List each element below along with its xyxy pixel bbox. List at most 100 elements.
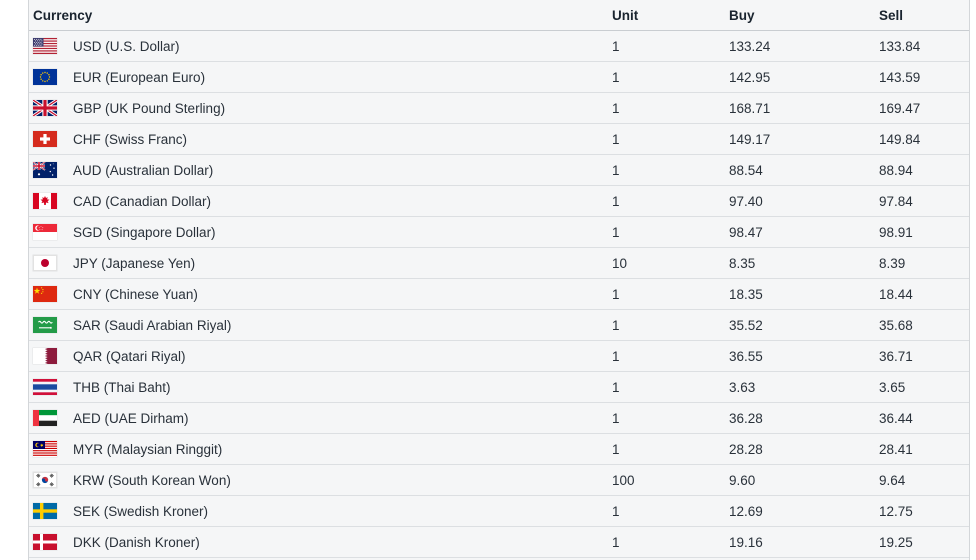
table-row: KRW (South Korean Won) 100 9.60 9.64 bbox=[29, 465, 969, 496]
currency-label: THB (Thai Baht) bbox=[73, 379, 171, 395]
table-row: CAD (Canadian Dollar) 1 97.40 97.84 bbox=[29, 186, 969, 217]
buy-cell: 36.55 bbox=[729, 348, 763, 364]
unit-cell: 1 bbox=[612, 348, 620, 364]
sell-cell: 3.65 bbox=[879, 379, 906, 395]
currency-label: SAR (Saudi Arabian Riyal) bbox=[73, 317, 232, 333]
sek-flag-icon bbox=[33, 503, 57, 519]
sell-cell: 36.71 bbox=[879, 348, 913, 364]
currency-cell: GBP (UK Pound Sterling) bbox=[29, 93, 612, 123]
buy-cell: 9.60 bbox=[729, 472, 756, 488]
column-header-buy: Buy bbox=[729, 7, 755, 23]
unit-cell: 1 bbox=[612, 317, 620, 333]
table-row: EUR (European Euro) 1 142.95 143.59 bbox=[29, 62, 969, 93]
buy-cell: 88.54 bbox=[729, 162, 763, 178]
unit-cell: 1 bbox=[612, 193, 620, 209]
currency-label: SEK (Swedish Kroner) bbox=[73, 503, 209, 519]
unit-cell: 1 bbox=[612, 38, 620, 54]
currency-cell: QAR (Qatari Riyal) bbox=[29, 341, 612, 371]
currency-cell: SGD (Singapore Dollar) bbox=[29, 217, 612, 247]
exchange-rates-panel: Currency Unit Buy Sell USD (U.S. Dollar)… bbox=[28, 0, 970, 560]
aud-flag-icon bbox=[33, 162, 57, 178]
sell-cell: 8.39 bbox=[879, 255, 906, 271]
unit-cell: 1 bbox=[612, 410, 620, 426]
krw-flag-icon bbox=[33, 472, 57, 488]
unit-cell: 1 bbox=[612, 441, 620, 457]
qar-flag-icon bbox=[33, 348, 57, 364]
currency-cell: CHF (Swiss Franc) bbox=[29, 124, 612, 154]
sell-cell: 88.94 bbox=[879, 162, 913, 178]
currency-cell: JPY (Japanese Yen) bbox=[29, 248, 612, 278]
gbp-flag-icon bbox=[33, 100, 57, 116]
sell-cell: 18.44 bbox=[879, 286, 913, 302]
usd-flag-icon bbox=[33, 38, 57, 54]
buy-cell: 28.28 bbox=[729, 441, 763, 457]
buy-cell: 18.35 bbox=[729, 286, 763, 302]
currency-label: CAD (Canadian Dollar) bbox=[73, 193, 212, 209]
column-header-currency: Currency bbox=[33, 7, 93, 23]
sell-cell: 12.75 bbox=[879, 503, 913, 519]
buy-cell: 3.63 bbox=[729, 379, 756, 395]
rates-table-body: USD (U.S. Dollar) 1 133.24 133.84 EUR (E… bbox=[29, 31, 969, 558]
currency-cell: AUD (Australian Dollar) bbox=[29, 155, 612, 185]
currency-label: JPY (Japanese Yen) bbox=[73, 255, 196, 271]
currency-cell: MYR (Malaysian Ringgit) bbox=[29, 434, 612, 464]
unit-cell: 100 bbox=[612, 472, 635, 488]
currency-label: GBP (UK Pound Sterling) bbox=[73, 100, 226, 116]
buy-cell: 19.16 bbox=[729, 534, 763, 550]
currency-label: EUR (European Euro) bbox=[73, 69, 206, 85]
buy-cell: 98.47 bbox=[729, 224, 763, 240]
currency-cell: USD (U.S. Dollar) bbox=[29, 31, 612, 61]
currency-cell: SAR (Saudi Arabian Riyal) bbox=[29, 310, 612, 340]
buy-cell: 142.95 bbox=[729, 69, 771, 85]
chf-flag-icon bbox=[33, 131, 57, 147]
table-row: CHF (Swiss Franc) 1 149.17 149.84 bbox=[29, 124, 969, 155]
sar-flag-icon bbox=[33, 317, 57, 333]
buy-cell: 168.71 bbox=[729, 100, 771, 116]
unit-cell: 1 bbox=[612, 100, 620, 116]
sell-cell: 9.64 bbox=[879, 472, 906, 488]
sell-cell: 97.84 bbox=[879, 193, 913, 209]
buy-cell: 36.28 bbox=[729, 410, 763, 426]
table-header: Currency Unit Buy Sell bbox=[29, 0, 969, 31]
unit-cell: 1 bbox=[612, 224, 620, 240]
currency-label: CHF (Swiss Franc) bbox=[73, 131, 187, 147]
sell-cell: 19.25 bbox=[879, 534, 913, 550]
sell-cell: 35.68 bbox=[879, 317, 913, 333]
currency-cell: KRW (South Korean Won) bbox=[29, 465, 612, 495]
currency-cell: DKK (Danish Kroner) bbox=[29, 527, 612, 557]
thb-flag-icon bbox=[33, 379, 57, 395]
buy-cell: 97.40 bbox=[729, 193, 763, 209]
buy-cell: 12.69 bbox=[729, 503, 763, 519]
unit-cell: 1 bbox=[612, 534, 620, 550]
myr-flag-icon bbox=[33, 441, 57, 457]
buy-cell: 149.17 bbox=[729, 131, 771, 147]
currency-label: DKK (Danish Kroner) bbox=[73, 534, 200, 550]
unit-cell: 1 bbox=[612, 69, 620, 85]
buy-cell: 8.35 bbox=[729, 255, 756, 271]
currency-label: KRW (South Korean Won) bbox=[73, 472, 231, 488]
table-row: GBP (UK Pound Sterling) 1 168.71 169.47 bbox=[29, 93, 969, 124]
sgd-flag-icon bbox=[33, 224, 57, 240]
sell-cell: 133.84 bbox=[879, 38, 921, 54]
unit-cell: 1 bbox=[612, 503, 620, 519]
currency-label: CNY (Chinese Yuan) bbox=[73, 286, 198, 302]
currency-label: AUD (Australian Dollar) bbox=[73, 162, 214, 178]
aed-flag-icon bbox=[33, 410, 57, 426]
currency-cell: EUR (European Euro) bbox=[29, 62, 612, 92]
table-row: MYR (Malaysian Ringgit) 1 28.28 28.41 bbox=[29, 434, 969, 465]
sell-cell: 169.47 bbox=[879, 100, 921, 116]
currency-label: AED (UAE Dirham) bbox=[73, 410, 189, 426]
table-row: SGD (Singapore Dollar) 1 98.47 98.91 bbox=[29, 217, 969, 248]
currency-cell: CNY (Chinese Yuan) bbox=[29, 279, 612, 309]
eur-flag-icon bbox=[33, 69, 57, 85]
column-header-sell: Sell bbox=[879, 7, 904, 23]
table-row: USD (U.S. Dollar) 1 133.24 133.84 bbox=[29, 31, 969, 62]
cny-flag-icon bbox=[33, 286, 57, 302]
currency-cell: SEK (Swedish Kroner) bbox=[29, 496, 612, 526]
sell-cell: 36.44 bbox=[879, 410, 913, 426]
table-row: SEK (Swedish Kroner) 1 12.69 12.75 bbox=[29, 496, 969, 527]
unit-cell: 1 bbox=[612, 162, 620, 178]
currency-label: SGD (Singapore Dollar) bbox=[73, 224, 216, 240]
table-row: AED (UAE Dirham) 1 36.28 36.44 bbox=[29, 403, 969, 434]
unit-cell: 10 bbox=[612, 255, 628, 271]
